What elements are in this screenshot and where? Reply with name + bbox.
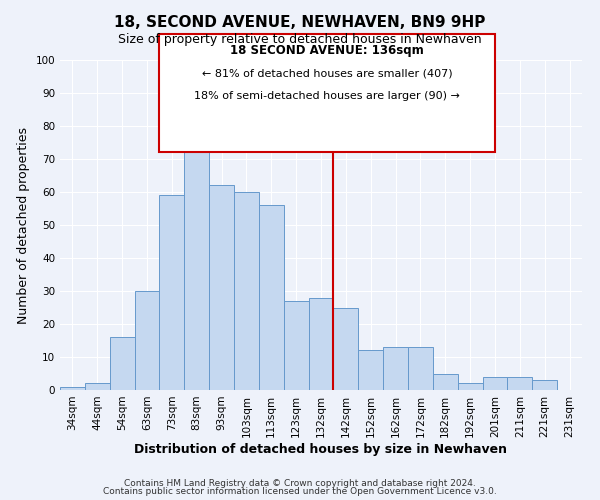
Text: Contains HM Land Registry data © Crown copyright and database right 2024.: Contains HM Land Registry data © Crown c… bbox=[124, 478, 476, 488]
Bar bbox=[60, 386, 85, 390]
Bar bbox=[358, 350, 383, 390]
Text: 18% of semi-detached houses are larger (90) →: 18% of semi-detached houses are larger (… bbox=[194, 92, 460, 102]
Text: Contains public sector information licensed under the Open Government Licence v3: Contains public sector information licen… bbox=[103, 487, 497, 496]
Bar bbox=[334, 308, 358, 390]
Bar bbox=[259, 205, 284, 390]
X-axis label: Distribution of detached houses by size in Newhaven: Distribution of detached houses by size … bbox=[134, 442, 508, 456]
Text: ← 81% of detached houses are smaller (407): ← 81% of detached houses are smaller (40… bbox=[202, 68, 452, 78]
Bar bbox=[160, 196, 184, 390]
Text: Size of property relative to detached houses in Newhaven: Size of property relative to detached ho… bbox=[118, 32, 482, 46]
Bar bbox=[532, 380, 557, 390]
Text: 18 SECOND AVENUE: 136sqm: 18 SECOND AVENUE: 136sqm bbox=[230, 44, 424, 57]
Bar bbox=[209, 186, 234, 390]
Bar bbox=[383, 347, 408, 390]
Bar bbox=[508, 377, 532, 390]
Bar bbox=[134, 291, 160, 390]
Bar bbox=[160, 34, 495, 152]
Y-axis label: Number of detached properties: Number of detached properties bbox=[17, 126, 30, 324]
Text: 18, SECOND AVENUE, NEWHAVEN, BN9 9HP: 18, SECOND AVENUE, NEWHAVEN, BN9 9HP bbox=[115, 15, 485, 30]
Bar bbox=[234, 192, 259, 390]
Bar bbox=[184, 122, 209, 390]
Bar bbox=[110, 337, 134, 390]
Bar bbox=[85, 384, 110, 390]
Bar bbox=[482, 377, 508, 390]
Bar bbox=[433, 374, 458, 390]
Bar bbox=[458, 384, 482, 390]
Bar bbox=[408, 347, 433, 390]
Bar bbox=[308, 298, 334, 390]
Bar bbox=[284, 301, 308, 390]
